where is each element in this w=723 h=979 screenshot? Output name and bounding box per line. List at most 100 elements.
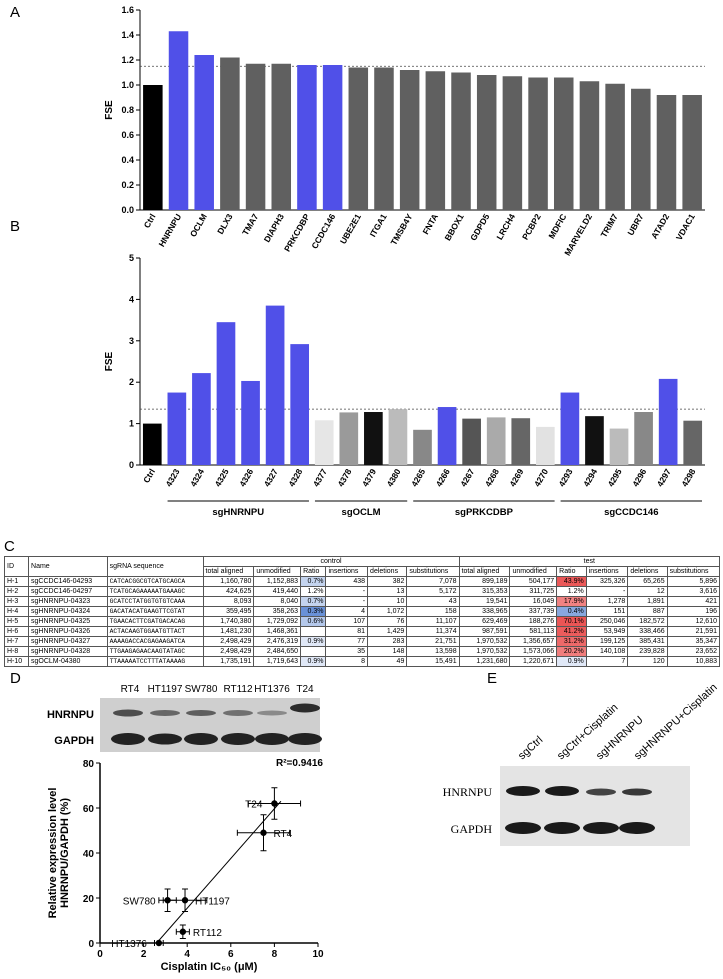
table-cell: 35,347 (666, 636, 721, 647)
table-cell: sgHNRNPU-04325 (28, 616, 108, 627)
table-row: H-4 sgHNRNPU-04324 GACATACATGAAGTTCGTAT 359… (3, 606, 721, 617)
group-label: sgCCDC146 (604, 507, 658, 518)
point (181, 897, 189, 904)
table-cell: 0.9% (556, 656, 587, 667)
table-cell: Ratio (300, 566, 327, 577)
bar (511, 418, 531, 465)
table-cell: 10,883 (666, 656, 721, 667)
table-cell: 1.2% (300, 586, 327, 597)
x-tick-label: 4323 (163, 467, 181, 489)
table-cell: Ratio (556, 566, 587, 577)
table-cell: 70.1% (556, 616, 587, 627)
table-cell: 13,598 (406, 646, 460, 657)
table-cell: 1,072 (367, 606, 408, 617)
table-cell: 53,949 (585, 626, 629, 637)
table-cell: 3,616 (666, 586, 721, 597)
row-label: HNRNPU (443, 785, 493, 799)
bar (241, 380, 260, 465)
table-cell: 41.2% (556, 626, 587, 637)
table-cell: 35 (325, 646, 369, 657)
y-tick-label: 0.0 (121, 205, 134, 215)
bar (168, 31, 189, 210)
table-cell: sgCCDC146-04297 (28, 586, 108, 597)
table-cell: sgRNA sequence (106, 556, 204, 577)
table-cell: test (458, 556, 721, 567)
y-axis-label: Relative expression level (47, 788, 59, 919)
row-label: GAPDH (451, 822, 493, 836)
point (179, 928, 187, 935)
y-tick-label: 5 (129, 253, 134, 263)
x-tick-label: 4325 (213, 467, 231, 489)
table-cell: 311,725 (509, 586, 558, 597)
table-cell: 5,172 (406, 586, 460, 597)
table-cell: 250,046 (585, 616, 629, 627)
table-cell: 1,160,780 (202, 576, 255, 587)
x-tick-label: 4327 (262, 467, 280, 489)
bar (560, 392, 580, 465)
bar (585, 416, 604, 465)
table-cell: 325,326 (585, 576, 629, 587)
y-tick-label: 1.0 (121, 80, 134, 90)
y-tick-label: 60 (83, 804, 95, 815)
table-cell: AAAAGACCACGAGAAGATCA (106, 636, 204, 647)
table-cell: H-5 (3, 616, 30, 627)
table-cell: 12 (627, 586, 668, 597)
table-cell: 1,468,361 (253, 626, 302, 637)
table-cell: ID (3, 556, 30, 577)
table-cell: sgHNRNPU-04323 (28, 596, 108, 607)
table-cell: 21,591 (666, 626, 721, 637)
lane-label: RT4 (121, 684, 140, 695)
point (155, 939, 163, 947)
table-cell: 76 (367, 616, 408, 627)
table-cell: 1,740,380 (202, 616, 255, 627)
bar (683, 420, 703, 465)
point-label: SW780 (123, 896, 156, 907)
table-cell: 7 (585, 656, 629, 667)
blot-d-bands (111, 703, 322, 745)
table-cell: 1.2% (556, 586, 587, 597)
bar (605, 83, 625, 210)
bar (194, 55, 214, 210)
y-tick-label: 1.2 (121, 55, 134, 65)
table-cell: 887 (627, 606, 668, 617)
bar (609, 428, 629, 465)
table-cell: 1,891 (627, 596, 668, 607)
table-cell: total aligned (458, 566, 511, 577)
table-cell: 1,481,230 (202, 626, 255, 637)
panel-d-e: 0 20 40 60 80 0 2 4 6 8 10 Cisplatin IC₅₀ (μM) Relat… (47, 682, 720, 973)
bar (656, 95, 677, 210)
y-tick-label: 1.6 (121, 5, 134, 15)
x-tick-label: 4268 (483, 467, 501, 489)
table-cell: deletions (367, 566, 408, 577)
x-tick-label: 4328 (286, 467, 304, 489)
y-tick-label: 1.4 (121, 30, 134, 40)
table-cell: sgOCLM-04380 (28, 656, 108, 667)
table-cell: 16,049 (509, 596, 558, 607)
table-cell: 158 (406, 606, 460, 617)
table-cell: 1,278 (585, 596, 629, 607)
table-cell: TGAACACTTCGATGACACAG (106, 616, 204, 627)
table-cell: 239,828 (627, 646, 668, 657)
table-cell: TCATGCAGAAAAATGAAAGC (106, 586, 204, 597)
x-tick-label: CCDC146 (309, 212, 337, 251)
table-row: H-8 sgHNRNPU-04328 TTGAAGAGAACAAGTATAGC 2,4… (3, 646, 721, 657)
table-cell: 987,591 (458, 626, 511, 637)
table-cell: insertions (585, 566, 629, 577)
table-cell: 43 (406, 596, 460, 607)
table-cell: 2,498,429 (202, 646, 255, 657)
bar (535, 426, 555, 465)
x-tick-label: 0 (97, 949, 103, 960)
x-tick-label: BBOX1 (442, 212, 465, 243)
x-tick-label: 4269 (507, 467, 525, 489)
x-axis-label: Cisplatin IC₅₀ (μM) (161, 961, 258, 973)
panel-label: B (10, 218, 21, 235)
y-tick-label: 40 (83, 849, 95, 860)
y-tick-label: 0.6 (121, 130, 134, 140)
blot-e (500, 766, 690, 846)
lane-label: sgHNRNPU+Cisplatin (632, 682, 720, 763)
table-cell: 629,469 (458, 616, 511, 627)
table-cell: sgHNRNPU-04327 (28, 636, 108, 647)
bar (220, 57, 240, 210)
y-tick-label: 20 (83, 894, 95, 905)
